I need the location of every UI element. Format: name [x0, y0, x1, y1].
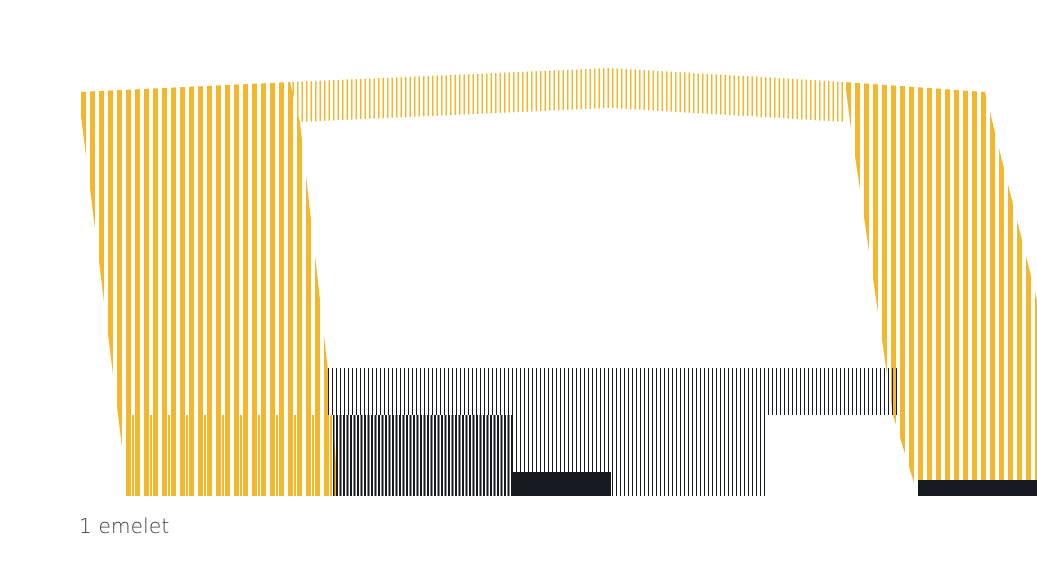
dark-slab-right: [918, 480, 1037, 496]
left-lower-hatch: [122, 415, 334, 496]
top-beam-hatch: [290, 68, 845, 122]
central-dense-block: [333, 415, 513, 496]
left-wall-hatch: [78, 82, 338, 496]
central-band-hatch: [327, 368, 897, 415]
floor-caption: 1 emelet: [79, 514, 170, 538]
right-wall-hatch: [845, 82, 1037, 496]
dark-slab-center: [512, 472, 611, 496]
